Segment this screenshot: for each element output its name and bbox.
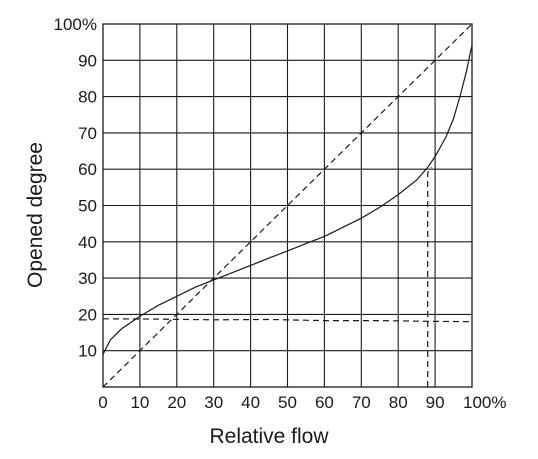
y-tick-label: 20: [78, 305, 97, 324]
x-tick-label: 20: [167, 393, 186, 412]
y-tick-label: 70: [78, 124, 97, 143]
x-tick-label: 50: [278, 393, 297, 412]
x-tick-label: 30: [204, 393, 223, 412]
y-tick-label: 50: [78, 197, 97, 216]
x-tick-label: 60: [315, 393, 334, 412]
plot-frame: [102, 23, 473, 388]
x-axis-title: Relative flow: [209, 425, 329, 448]
x-tick-label: 80: [389, 393, 408, 412]
x-tick-label: 40: [241, 393, 260, 412]
x-tick-labels: 0 10 20 30 40 50 60 70 80 90 100%: [98, 393, 506, 412]
series-line-2: [102, 318, 473, 323]
y-tick-label: 10: [78, 342, 97, 361]
y-tick-labels: 10 20 30 40 50 60 70 80 90 100%: [54, 15, 97, 361]
y-axis-title: Opened degree: [24, 142, 47, 288]
data-series: [102, 23, 473, 388]
series-line-3: [427, 167, 432, 387]
y-tick-label: 90: [78, 51, 97, 70]
y-tick-label: 30: [78, 269, 97, 288]
x-tick-label: 70: [352, 393, 371, 412]
x-tick-label: 90: [426, 393, 445, 412]
y-tick-label: 80: [78, 88, 97, 107]
y-tick-label: 100%: [54, 15, 97, 34]
grid-lines: [103, 24, 472, 387]
x-tick-label: 100%: [463, 393, 506, 412]
x-tick-label: 0: [98, 393, 107, 412]
x-tick-label: 10: [130, 393, 149, 412]
series-line-1: [102, 23, 473, 388]
y-tick-label: 60: [78, 160, 97, 179]
series-line-0: [102, 45, 473, 355]
y-tick-label: 40: [78, 233, 97, 252]
